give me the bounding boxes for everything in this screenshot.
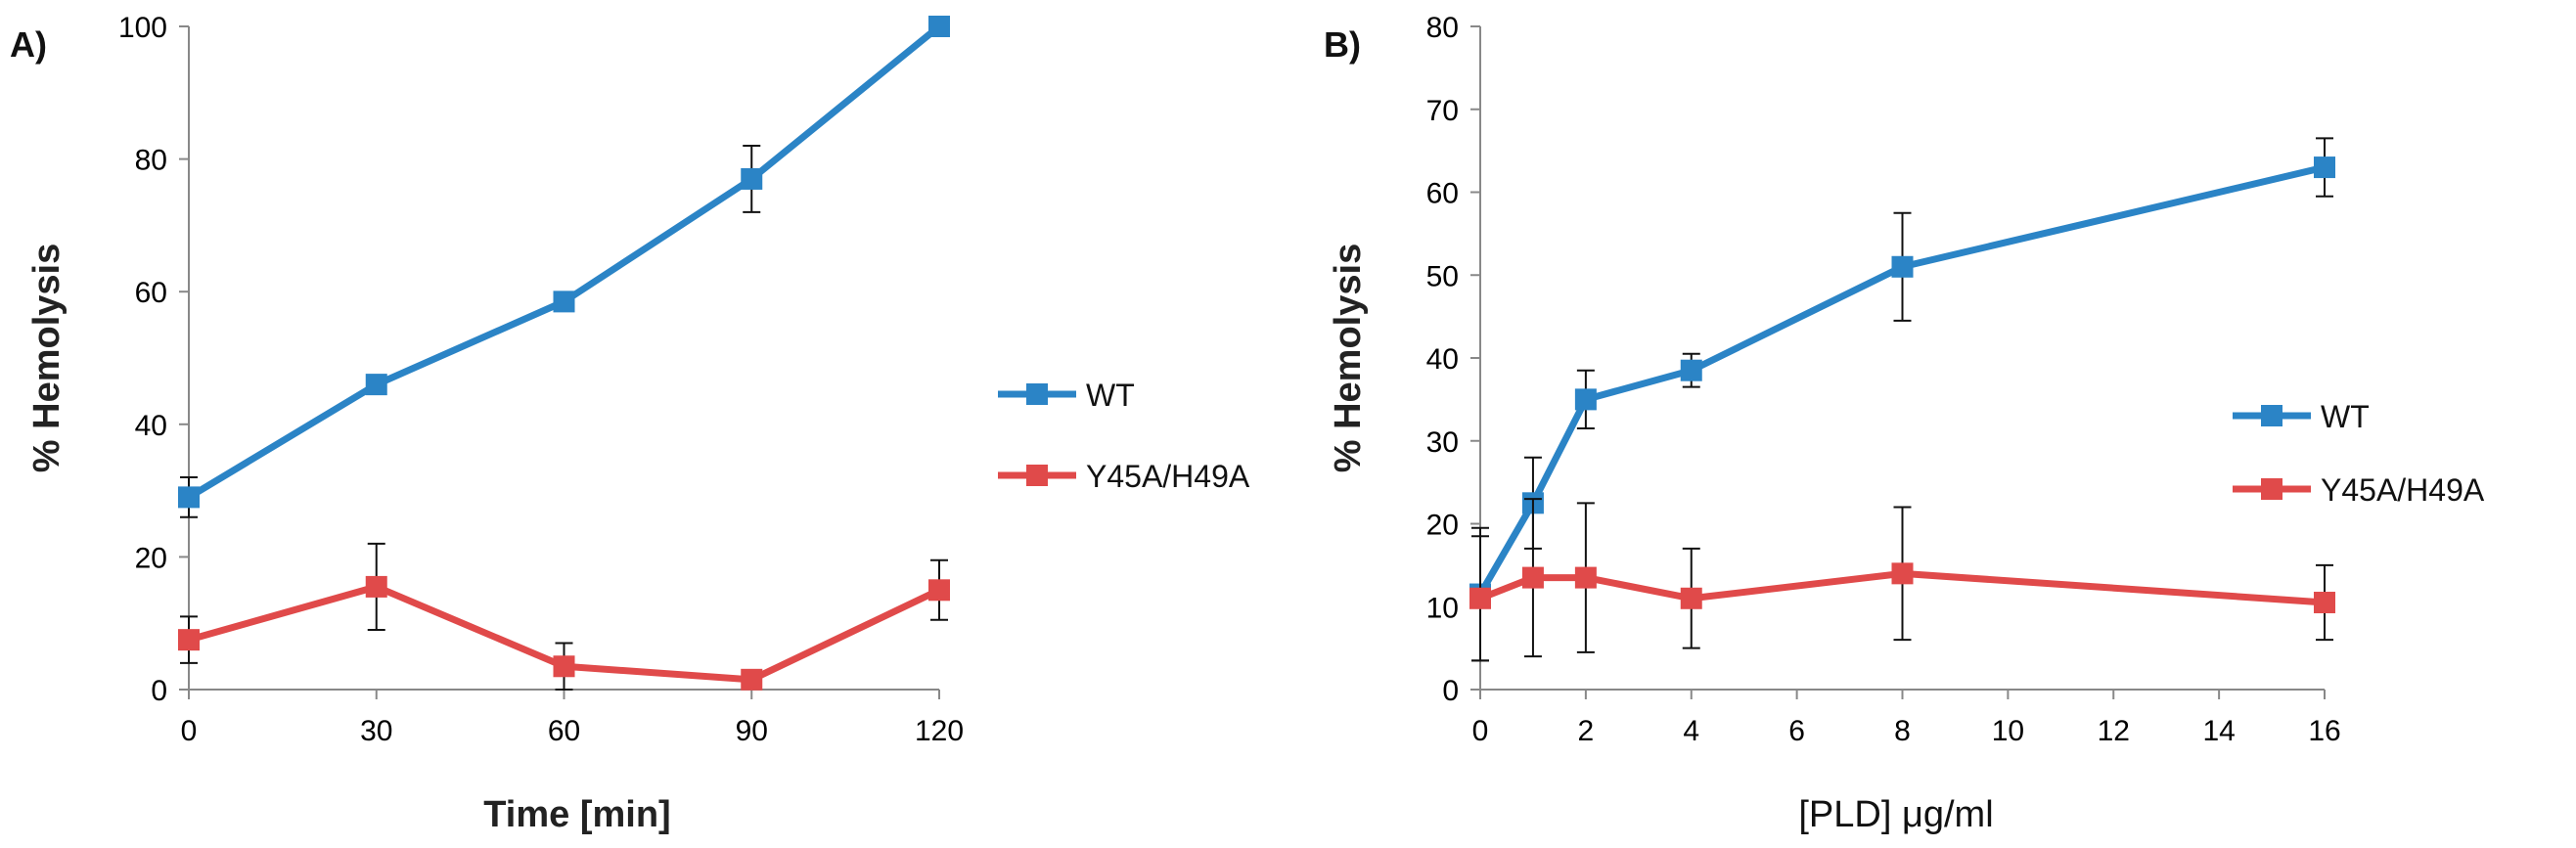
x-axis-label: Time [min]: [483, 794, 670, 835]
legend: WT Y45A/H49A: [998, 378, 1250, 494]
panel-label: B): [1324, 24, 1361, 65]
x-tick-label: 6: [1788, 715, 1805, 747]
y-tick-label: 40: [135, 410, 167, 442]
data-point: [2314, 592, 2335, 614]
legend-label: Y45A/H49A: [2321, 472, 2485, 508]
legend-marker: [2261, 478, 2282, 500]
panel-label: A): [10, 24, 47, 65]
y-tick-label: 0: [151, 675, 167, 707]
x-tick-label: 10: [1992, 715, 2024, 747]
chart-panel-0: 0 20 40 60 80 100 0 30 60 90 120 A) Time [min] % Hemo…: [10, 12, 1250, 835]
data-point: [741, 167, 763, 190]
y-tick-label: 10: [1426, 592, 1459, 624]
data-point: [553, 290, 575, 313]
data-point: [178, 629, 200, 651]
x-tick-label: 14: [2202, 715, 2235, 747]
legend-marker: [2261, 405, 2282, 426]
data-point: [553, 655, 575, 678]
x-tick-label: 0: [181, 715, 198, 747]
y-axis-label: % Hemolysis: [1328, 244, 1369, 472]
y-tick-label: 60: [1426, 178, 1459, 210]
data-point: [1891, 255, 1914, 278]
x-tick-label: 0: [1472, 715, 1489, 747]
legend-marker: [1026, 383, 1048, 405]
series-1: [178, 542, 950, 691]
data-point: [1574, 388, 1597, 411]
x-tick-label: 2: [1578, 715, 1595, 747]
series-line: [1476, 163, 2326, 597]
legend-label: Y45A/H49A: [1086, 459, 1250, 494]
data-point: [1574, 566, 1597, 589]
y-tick-label: 20: [1426, 510, 1459, 542]
data-point: [2314, 156, 2335, 179]
x-axis-label: [PLD] μg/ml: [1798, 794, 1993, 835]
x-tick-label: 30: [360, 715, 392, 747]
data-point: [1680, 587, 1702, 609]
y-tick-label: 0: [1442, 675, 1459, 707]
legend: WT Y45A/H49A: [2233, 399, 2485, 508]
series-0: [178, 16, 950, 518]
y-tick-label: 60: [135, 277, 167, 309]
y-axis-label: % Hemolysis: [26, 244, 68, 472]
data-point: [365, 374, 387, 396]
x-tick-label: 120: [915, 715, 964, 747]
data-point: [1891, 562, 1914, 585]
data-point: [178, 486, 200, 509]
data-point: [1521, 566, 1544, 589]
y-tick-label: 80: [135, 145, 167, 177]
x-tick-label: 60: [548, 715, 580, 747]
data-point: [1680, 359, 1702, 381]
chart-panel-1: 0 10 20 30 40 50 60 70 80 0 2 4 6 8 10 12 14 16 B) [PLD] μg…: [1324, 12, 2485, 835]
data-point: [928, 16, 950, 37]
x-tick-label: 8: [1894, 715, 1911, 747]
y-tick-label: 70: [1426, 95, 1459, 127]
y-tick-label: 20: [135, 542, 167, 574]
data-point: [741, 668, 763, 691]
data-point: [1469, 587, 1491, 609]
series-1: [1469, 498, 2335, 662]
x-tick-label: 4: [1683, 715, 1699, 747]
data-point: [928, 579, 950, 602]
y-tick-label: 50: [1426, 260, 1459, 292]
legend-label: WT: [1086, 378, 1135, 413]
x-tick-label: 16: [2308, 715, 2340, 747]
legend-label: WT: [2321, 399, 2370, 434]
y-tick-label: 100: [118, 12, 167, 44]
x-tick-label: 90: [736, 715, 768, 747]
y-tick-label: 30: [1426, 426, 1459, 459]
x-tick-label: 12: [2098, 715, 2130, 747]
data-point: [365, 575, 387, 598]
y-tick-label: 40: [1426, 343, 1459, 376]
legend-marker: [1026, 465, 1048, 486]
y-tick-label: 80: [1426, 12, 1459, 44]
series-line: [187, 23, 942, 501]
